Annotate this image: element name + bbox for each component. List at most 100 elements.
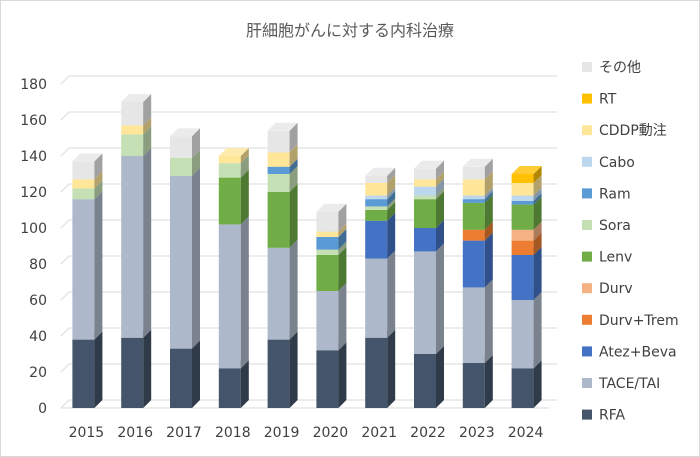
legend-item: Lenv [582,250,632,266]
legend-label: Atez+Beva [599,344,677,360]
bar-side [240,216,249,369]
bar-front [72,339,95,408]
gridline-side [60,111,70,121]
bar-front [511,201,534,205]
bar-segment [121,329,152,408]
bar-side [94,153,103,180]
gridline-side [60,363,70,373]
bar-side [192,167,200,349]
bar-front [511,240,534,255]
bar-front [462,229,485,241]
bar-side [94,191,103,340]
legend-item: Cabo [582,155,635,171]
bar-front [72,179,95,189]
x-tick-label: 2015 [69,425,105,441]
bar-side [143,117,152,135]
bar-front [511,183,534,196]
bar-segment [267,122,298,153]
y-tick-label: 140 [20,149,47,165]
bar-front [365,258,388,338]
bar-side [436,220,444,252]
legend-label: RFA [599,408,625,424]
bar-side [143,94,152,126]
bar-side [240,169,249,225]
bar-segment [414,346,444,408]
bar-side [387,250,396,338]
bar-front [462,287,485,363]
bar-front [414,199,436,228]
bar-front [462,240,485,288]
bar-front [365,206,388,210]
bar-segment [511,166,542,183]
bar-segment [218,148,249,164]
bar-side [387,187,396,200]
bar-side [533,166,542,183]
legend-swatch [582,314,592,325]
bar-front [316,211,339,232]
bar-front [511,204,534,230]
bar-front [365,183,388,196]
bar-front [365,337,388,408]
bar-side [338,203,347,232]
bar-side [338,241,347,255]
x-tick-label: 2022 [410,425,446,441]
bar-segment [365,250,396,338]
bar-top [121,94,152,102]
bar-side [533,196,542,230]
legend-item: Sora [582,218,631,234]
bar-side [436,346,444,408]
bar-side [387,212,396,259]
bar-side [387,175,396,196]
y-tick-label: 60 [29,293,47,309]
x-tick-label: 2020 [313,425,349,441]
bar-front [218,163,241,178]
x-tick-label: 2016 [117,425,153,441]
gridline-side [60,291,70,301]
bar-side [484,279,493,363]
bar-side [94,171,103,189]
bar-side [240,148,249,164]
legend-label: CDDP動注 [599,123,667,139]
bar-side [143,148,152,338]
legend-label: Durv+Trem [599,313,679,329]
legend-label: Cabo [599,155,635,171]
bar-segment [511,292,542,369]
bar-front [316,237,339,250]
bar-side [484,355,493,408]
bar-side [289,166,298,192]
x-tick-label: 2024 [508,425,544,441]
bar-segment [316,203,347,232]
bar-segment [121,94,152,126]
bar-segment [316,283,347,351]
legend-swatch [582,62,592,72]
legend-swatch [582,409,592,420]
bar-side [484,158,493,180]
legend-item: その他 [582,60,641,76]
bar-front [170,157,192,176]
bar-side [338,283,347,351]
bar-side [533,232,542,255]
bar-side [387,202,396,221]
bar-front [170,175,192,349]
legend-label: Sora [599,218,631,234]
bar-segment [170,340,200,408]
x-tick-label: 2019 [264,425,300,441]
bar-top [414,160,444,169]
bar-side [143,126,152,156]
bar-front [365,175,388,183]
bar-front [511,300,534,369]
bar-segment [414,160,444,180]
bar-side [387,329,396,408]
bar-front [267,166,290,174]
bar-side [533,187,542,201]
bar-segment [316,342,347,408]
chart-title: 肝細胞がんに対する内科治療 [246,21,454,40]
bar-top [267,122,298,131]
bar-front [414,354,436,408]
legend-label: Durv [599,281,633,297]
legend-swatch [582,378,592,388]
x-tick-label: 2023 [459,425,495,441]
legend-swatch [582,251,592,262]
bar-side [533,175,542,196]
